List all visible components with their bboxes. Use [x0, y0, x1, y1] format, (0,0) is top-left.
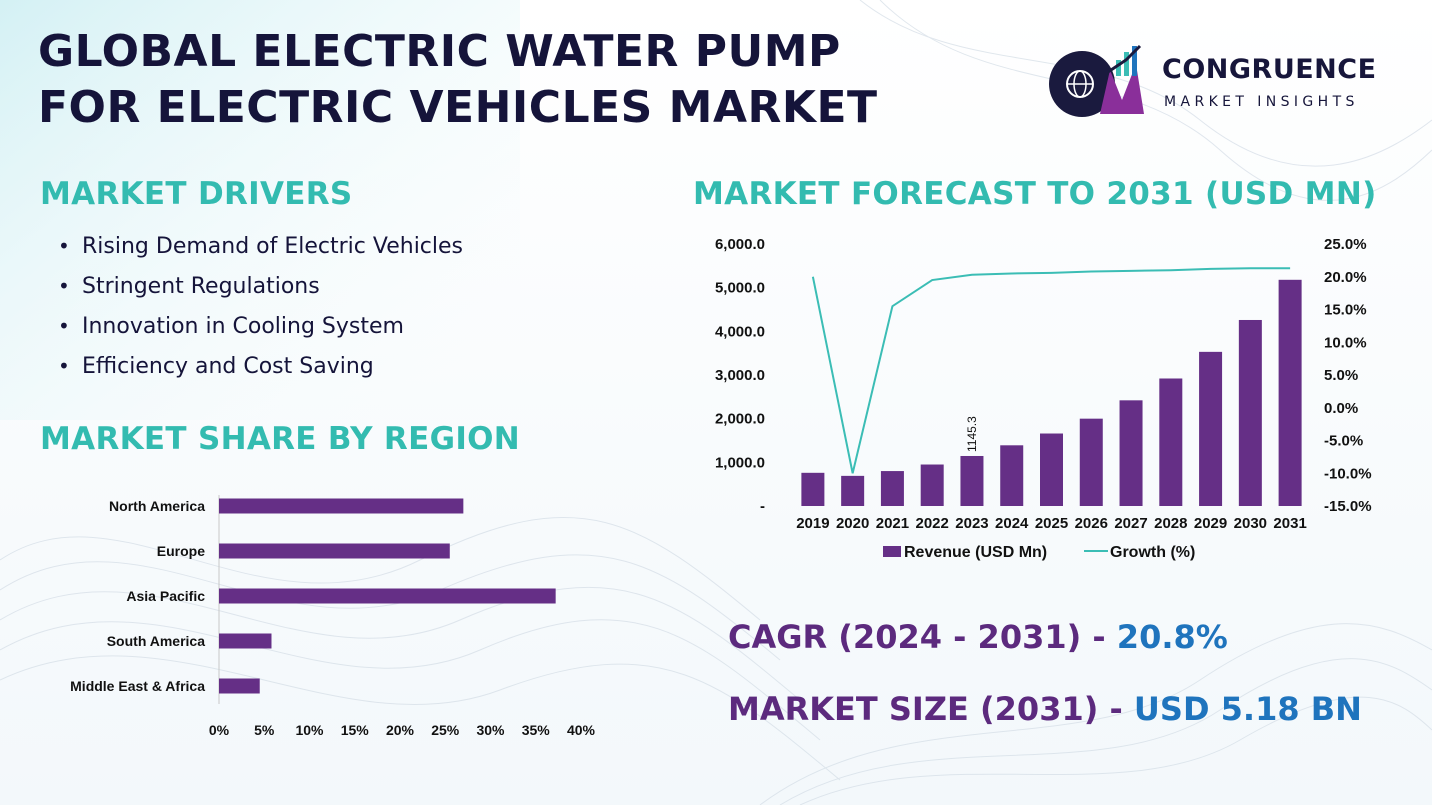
- forecast-chart: - 1,000.0 2,000.0 3,000.0 4,000.0 5,000.0 6,00…: [715, 236, 1372, 561]
- x-tick-label: 2019: [796, 515, 829, 532]
- market-size-label: MARKET SIZE (2031): [728, 690, 1099, 728]
- revenue-bar: [1079, 418, 1103, 506]
- x-tick-label: 30%: [476, 722, 505, 738]
- x-tick-label: 2029: [1194, 515, 1227, 532]
- right-axis-tick: 10.0%: [1324, 334, 1367, 351]
- left-axis-tick: 4,000.0: [715, 323, 765, 340]
- title-line-2: FOR ELECTRIC VEHICLES MARKET: [38, 82, 878, 133]
- x-tick-label: 2025: [1035, 515, 1068, 532]
- revenue-bar: [1040, 433, 1063, 506]
- data-label: 1145.3: [965, 416, 979, 452]
- left-axis-tick: 5,000.0: [715, 280, 765, 297]
- x-tick-label: 35%: [522, 722, 551, 738]
- revenue-bar: [801, 472, 825, 506]
- category-label: Asia Pacific: [126, 588, 205, 604]
- market-size-stat: MARKET SIZE (2031) - USD 5.18 BN: [728, 690, 1362, 728]
- x-tick-label: 5%: [254, 722, 275, 738]
- driver-item: Innovation in Cooling System: [58, 310, 463, 350]
- right-axis-tick: -10.0%: [1324, 465, 1372, 482]
- left-axis-tick: 2,000.0: [715, 411, 765, 428]
- left-axis-tick: 3,000.0: [715, 367, 765, 384]
- legend-label-revenue: Revenue (USD Mn): [904, 544, 1047, 561]
- cagr-label: CAGR (2024 - 2031): [728, 618, 1082, 656]
- category-label: Middle East & Africa: [70, 678, 205, 694]
- region-bar: [219, 678, 260, 694]
- region-share-chart: North America Europe Asia Pacific South Ame…: [70, 495, 596, 738]
- left-axis-tick: -: [760, 498, 765, 515]
- x-tick-label: 20%: [386, 722, 415, 738]
- x-tick-label: 2021: [876, 515, 909, 532]
- revenue-bar: [1000, 445, 1024, 506]
- region-bar: [219, 588, 556, 604]
- category-label: North America: [109, 498, 205, 514]
- logo-tagline: MARKET INSIGHTS: [1164, 94, 1359, 110]
- right-axis-tick: 0.0%: [1324, 400, 1358, 417]
- x-tick-label: 2030: [1234, 515, 1267, 532]
- x-tick-label: 2031: [1273, 515, 1306, 532]
- revenue-bar: [880, 471, 904, 506]
- title-line-1: GLOBAL ELECTRIC WATER PUMP: [38, 26, 841, 77]
- right-axis-tick: 15.0%: [1324, 302, 1367, 319]
- x-tick-label: 2022: [916, 515, 949, 532]
- market-size-separator: -: [1098, 690, 1134, 728]
- share-heading: MARKET SHARE BY REGION: [40, 421, 521, 457]
- x-tick-label: 15%: [341, 722, 370, 738]
- revenue-bar: [841, 475, 865, 506]
- drivers-heading: MARKET DRIVERS: [40, 176, 353, 212]
- cagr-value: 20.8%: [1116, 618, 1228, 656]
- x-tick-label: 2020: [836, 515, 869, 532]
- x-tick-label: 2027: [1114, 515, 1147, 532]
- x-tick-label: 40%: [567, 722, 596, 738]
- logo-mark: CM: [1049, 44, 1144, 117]
- growth-line: [811, 267, 1291, 474]
- right-axis-tick: 25.0%: [1324, 236, 1367, 253]
- region-bar: [219, 633, 272, 649]
- revenue-bar: [920, 464, 944, 506]
- category-label: South America: [107, 633, 205, 649]
- right-axis-tick: -15.0%: [1324, 498, 1372, 515]
- revenue-bar: [1119, 400, 1143, 506]
- cagr-separator: -: [1081, 618, 1117, 656]
- revenue-bar: [1199, 351, 1223, 506]
- right-axis-tick: -5.0%: [1324, 433, 1363, 450]
- region-bar: [219, 498, 464, 514]
- company-logo: CM CONGRUENCE MARKET INSIGHTS: [1044, 42, 1404, 122]
- driver-item: Rising Demand of Electric Vehicles: [58, 230, 463, 270]
- revenue-bar: [1278, 279, 1302, 506]
- left-axis-tick: 6,000.0: [715, 236, 765, 253]
- x-tick-label: 0%: [209, 722, 230, 738]
- x-tick-label: 10%: [295, 722, 324, 738]
- right-axis-tick: 5.0%: [1324, 367, 1358, 384]
- page-title: GLOBAL ELECTRIC WATER PUMP FOR ELECTRIC …: [38, 24, 878, 136]
- legend-swatch-revenue: [883, 546, 901, 557]
- drivers-list: Rising Demand of Electric Vehicles Strin…: [58, 230, 463, 390]
- x-tick-label: 25%: [431, 722, 460, 738]
- category-label: Europe: [157, 543, 205, 559]
- revenue-bar: [1238, 319, 1262, 506]
- x-tick-label: 2026: [1075, 515, 1108, 532]
- driver-item: Efficiency and Cost Saving: [58, 350, 463, 390]
- left-axis-tick: 1,000.0: [715, 454, 765, 471]
- logo-name: CONGRUENCE: [1162, 54, 1377, 85]
- cagr-stat: CAGR (2024 - 2031) - 20.8%: [728, 618, 1228, 656]
- legend-label-growth: Growth (%): [1110, 544, 1195, 561]
- market-size-value: USD 5.18 BN: [1133, 690, 1362, 728]
- x-tick-label: 2023: [955, 515, 988, 532]
- revenue-bar: [1159, 378, 1183, 506]
- x-tick-label: 2028: [1154, 515, 1187, 532]
- region-bar: [219, 543, 450, 559]
- x-tick-label: 2024: [995, 515, 1029, 532]
- driver-item: Stringent Regulations: [58, 270, 463, 310]
- forecast-heading: MARKET FORECAST TO 2031 (USD MN): [693, 176, 1377, 212]
- revenue-bar: [960, 455, 984, 506]
- right-axis-tick: 20.0%: [1324, 269, 1367, 286]
